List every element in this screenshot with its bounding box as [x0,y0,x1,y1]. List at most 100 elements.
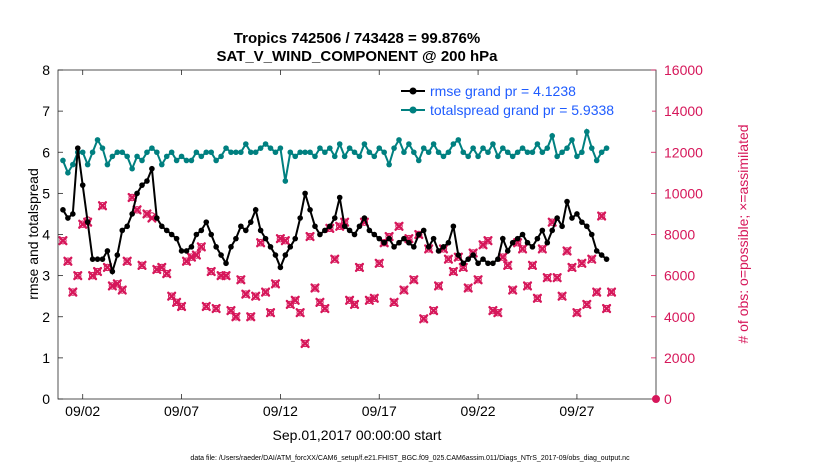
totalspread-point [183,157,190,164]
obs-possible-point [592,288,601,296]
obs-possible-point [573,308,581,317]
totalspread-point [257,145,264,151]
rmse-point [509,239,516,246]
rmse-point [213,244,219,250]
legend: rmse grand pr = 4.1238 totalspread grand… [396,78,652,120]
totalspread-point [524,149,531,156]
obs-assimilated-point [493,308,503,318]
obs-possible-point [553,273,561,282]
totalspread-point [356,153,363,160]
right-tick-label: 12000 [664,144,703,160]
chart-title-line2: SAT_V_WIND_COMPONENT @ 200 hPa [216,48,498,65]
rmse-point [406,239,412,246]
legend-box [396,78,652,120]
obs-assimilated-point [147,213,157,223]
totalspread-point [499,145,506,151]
obs-possible-point [316,298,324,307]
totalspread-point [391,145,397,151]
totalspread-point [554,153,560,160]
rmse-point [79,182,86,188]
rmse-point [440,244,447,250]
rmse-point [144,178,150,184]
obs-possible-point [415,230,423,239]
totalspread-point [262,141,269,147]
y-axis-label-right: # of obs: o=possible; ×=assimilated [735,124,751,343]
rmse-point [490,260,496,267]
totalspread-point [425,149,432,156]
totalspread-point [401,149,407,156]
obs-assimilated-point [201,301,211,312]
obs-assimilated-point [557,291,567,301]
rmse-point [593,248,600,254]
obs-possible-point [420,315,428,323]
totalspread-point [588,145,595,151]
rmse-point [60,207,66,213]
rmse-point [331,215,338,221]
totalspread-point [584,128,590,135]
totalspread-point [386,161,392,168]
obs-possible-point [286,300,294,309]
obs-assimilated-point [122,256,132,266]
obs-possible-point [167,292,176,300]
obs-possible-point [518,245,527,253]
obs-assimilated-point [399,285,409,295]
totalspread-point [331,153,338,160]
obs-possible-point [237,276,245,284]
left-axis-ticks: 0 1 2 3 4 5 6 7 8 [42,62,63,407]
x-tick-label: 09/17 [362,403,397,419]
totalspread-point [574,153,580,160]
totalspread-point [430,141,437,147]
left-tick-label: 2 [42,309,50,325]
rmse-point [84,219,91,225]
obs-possible-point [375,259,383,267]
totalspread-point [490,141,496,147]
obs-assimilated-point [63,256,73,266]
totalspread-point [420,145,427,151]
obs-assimilated-point [68,287,78,297]
rmse-point [233,235,239,242]
obs-assimilated-point [241,289,251,299]
obs-assimilated-point [260,287,271,297]
left-tick-label: 1 [42,350,50,366]
totalspread-point [158,161,165,168]
obs-possible-point [568,263,576,272]
obs-possible-point [597,212,606,220]
totalspread-point [341,153,348,160]
obs-possible-point [390,298,398,307]
obs-possible-point [533,294,542,302]
obs-possible-point [464,284,472,292]
obs-assimilated-point [587,254,597,264]
rmse-point [564,198,570,205]
obs-possible-point [400,286,408,294]
rmse-point [529,244,536,250]
obs-assimilated-point [256,238,266,248]
obs-assimilated-point [290,295,300,305]
totalspread-point [163,153,170,160]
obs-possible-point [311,284,319,292]
totalspread-point [485,149,491,156]
obs-count-series [58,192,660,403]
obs-possible-point [291,296,299,304]
obs-possible-point [504,261,512,270]
totalspread-point [213,157,219,164]
obs-assimilated-point [592,287,602,297]
rmse-point [327,223,333,230]
rmse-point [292,235,299,242]
obs-assimilated-point [522,281,533,291]
obs-possible-point [331,255,339,263]
totalspread-point [223,145,229,151]
chart-title-line1: Tropics 742506 / 743428 = 99.876% [234,30,480,47]
rmse-point [277,264,284,271]
rmse-point [460,260,467,267]
rmse-point [588,231,595,238]
obs-possible-point [256,239,265,247]
totalspread-point [381,149,387,156]
totalspread-point [455,137,462,143]
obs-assimilated-point [92,266,103,277]
obs-possible-point [172,298,181,307]
rmse-point [124,223,130,230]
obs-possible-point [578,259,586,267]
obs-assimilated-point [117,285,127,295]
obs-assimilated-point [280,236,290,246]
obs-possible-point [212,304,220,313]
